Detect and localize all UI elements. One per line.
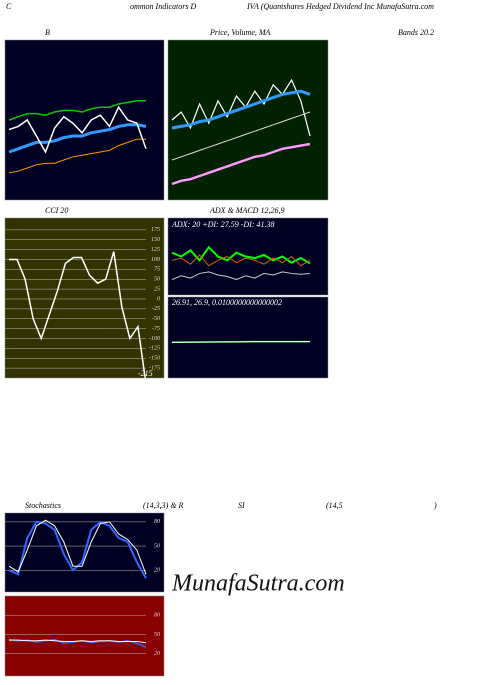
series-line bbox=[171, 78, 311, 137]
panel-bg bbox=[167, 296, 329, 379]
panel-title: SI bbox=[238, 501, 245, 510]
series-line bbox=[171, 89, 311, 130]
y-tick-label: 20 bbox=[154, 568, 160, 574]
y-tick-label: 80 bbox=[154, 613, 160, 619]
panel-title: (14,3,3) & R bbox=[143, 501, 184, 510]
header: C bbox=[6, 2, 12, 11]
header: ommon Indicators D bbox=[130, 2, 196, 11]
header: IVA (Quantshares Hedged Dividend Inc Mun… bbox=[246, 2, 434, 11]
panel-bg bbox=[167, 39, 329, 201]
series-line bbox=[8, 123, 147, 154]
y-tick-label: -150 bbox=[149, 356, 160, 362]
y-tick-label: 175 bbox=[151, 227, 160, 233]
panel-bg bbox=[4, 39, 165, 201]
panel-title: (14,5 bbox=[326, 501, 343, 510]
y-tick-label: -125 bbox=[149, 346, 160, 352]
panel-title: ) bbox=[433, 501, 437, 510]
panel-title: ADX & MACD 12,26,9 bbox=[209, 206, 284, 215]
series-line bbox=[171, 111, 311, 161]
panel-title: Bands 20.2 bbox=[398, 28, 434, 37]
panel-bg bbox=[4, 595, 165, 677]
panel-title: B bbox=[45, 28, 50, 37]
y-tick-label: 0 bbox=[157, 296, 160, 302]
series-line bbox=[8, 100, 146, 121]
y-tick-label: -100 bbox=[149, 336, 160, 342]
y-tick-label: 75 bbox=[154, 267, 160, 273]
annotation: ADX: 20 +DI: 27.59 -DI: 41.38 bbox=[171, 220, 275, 229]
panel-title: CCI 20 bbox=[45, 206, 68, 215]
y-tick-label: 50 bbox=[154, 632, 160, 638]
series-line bbox=[9, 639, 147, 644]
y-tick-label: 25 bbox=[154, 286, 160, 292]
series-line bbox=[171, 254, 311, 267]
y-tick-label: -25 bbox=[152, 306, 160, 312]
y-tick-label: -50 bbox=[152, 316, 160, 322]
watermark: MunafaSutra.com bbox=[171, 571, 345, 597]
series-line bbox=[171, 271, 311, 281]
y-tick-label: -75 bbox=[152, 326, 160, 332]
y-tick-label: 125 bbox=[151, 247, 160, 253]
series-line bbox=[8, 519, 147, 575]
annotation: 26.91, 26.9, 0.0100000000000002 bbox=[172, 298, 282, 307]
value-label: -215 bbox=[138, 369, 153, 378]
y-tick-label: 150 bbox=[151, 237, 160, 243]
series-line bbox=[9, 251, 147, 385]
y-tick-label: -175 bbox=[149, 365, 160, 371]
panel-bg bbox=[4, 217, 165, 379]
y-tick-label: 80 bbox=[154, 519, 160, 525]
series-line bbox=[171, 341, 310, 343]
series-line bbox=[171, 142, 311, 186]
y-tick-label: 50 bbox=[154, 277, 160, 283]
y-tick-label: 50 bbox=[154, 543, 160, 549]
series-line bbox=[8, 138, 146, 174]
series-line bbox=[8, 105, 147, 154]
y-tick-label: 100 bbox=[151, 257, 160, 263]
y-tick-label: 20 bbox=[154, 651, 160, 657]
panel-title: Price, Volume, MA bbox=[209, 28, 271, 37]
panel-title: Stochastics bbox=[25, 501, 61, 510]
